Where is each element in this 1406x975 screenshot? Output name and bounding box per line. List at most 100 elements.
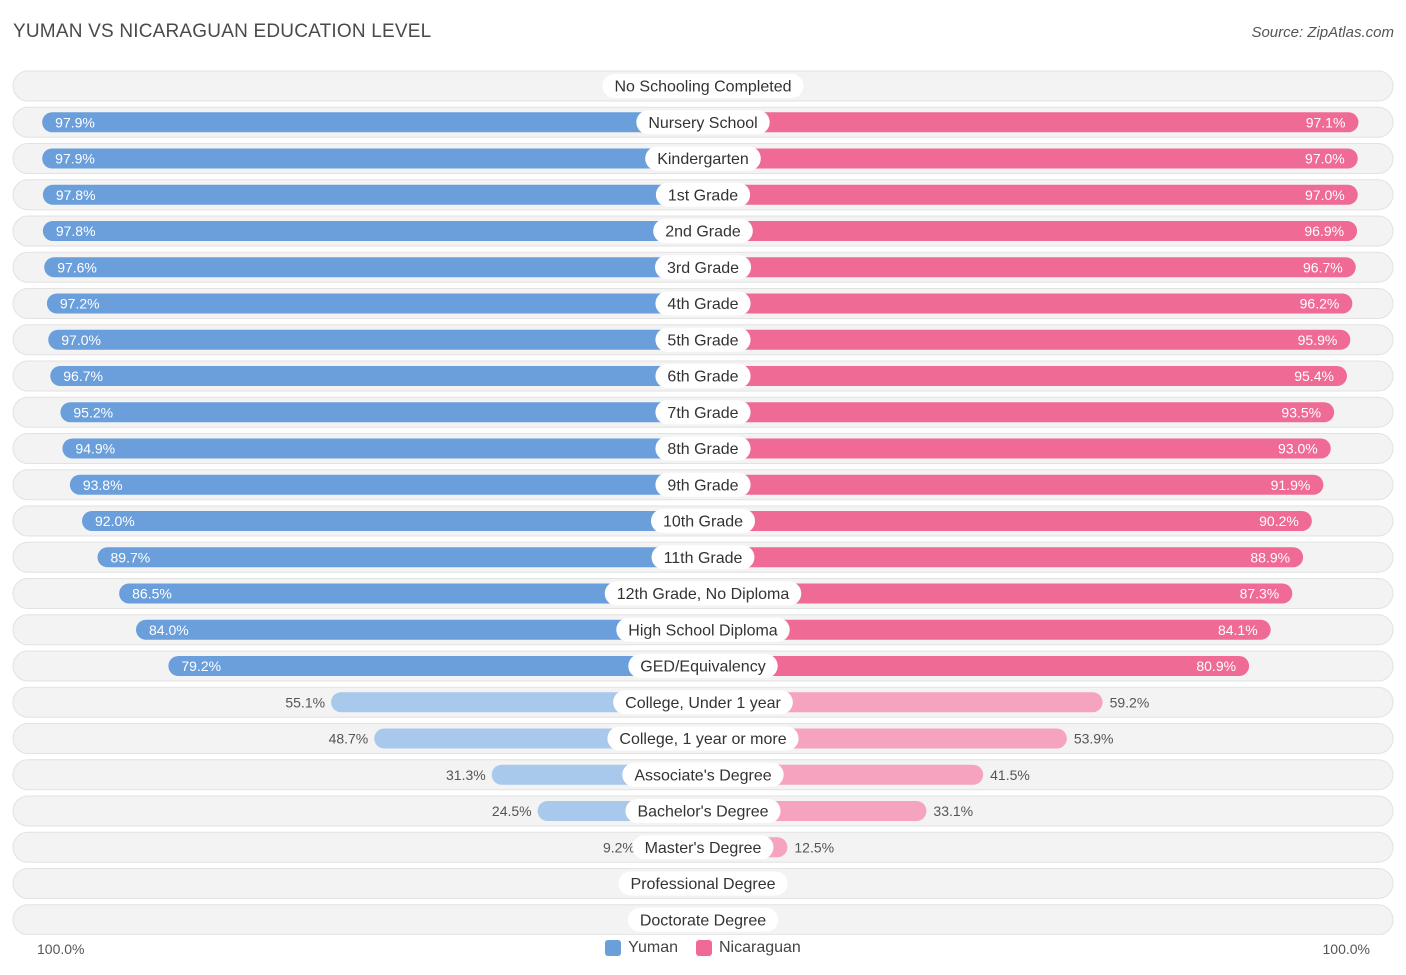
value-label-nicaraguan: 96.9%: [1304, 223, 1344, 239]
row-associate-s-degree: 31.3% 41.5% Associate's Degree: [12, 759, 1394, 791]
bar-yuman-8th-grade[interactable]: [62, 438, 704, 459]
bar-nicaraguan-12th-grade-no-diploma[interactable]: [703, 583, 1293, 604]
bar-nicaraguan-college-under-1-year[interactable]: [703, 692, 1103, 713]
value-label-nicaraguan: 90.2%: [1259, 513, 1299, 529]
category-pill: [655, 364, 751, 388]
bar-yuman-kindergarten[interactable]: [42, 148, 704, 169]
bar-yuman-ged-equivalency[interactable]: [168, 656, 703, 676]
value-label-yuman: 9.2%: [603, 839, 635, 855]
row-master-s-degree: 9.2% 12.5% Master's Degree: [12, 831, 1394, 863]
value-label-yuman: 97.9%: [55, 151, 95, 167]
value-label-yuman: 92.0%: [95, 513, 135, 529]
category-pill: [613, 690, 793, 715]
bar-nicaraguan-1st-grade[interactable]: [703, 184, 1358, 205]
bar-nicaraguan-9th-grade[interactable]: [703, 474, 1324, 495]
bar-nicaraguan-4th-grade[interactable]: [703, 293, 1353, 314]
value-label-yuman: 97.6%: [57, 259, 97, 275]
bar-nicaraguan-5th-grade[interactable]: [703, 329, 1351, 350]
legend-item-yuman[interactable]: Yuman: [605, 939, 678, 957]
row-ged-equivalency: 79.2% 80.9% GED/Equivalency: [12, 650, 1394, 682]
legend-label-yuman: Yuman: [628, 939, 678, 956]
bar-yuman-10th-grade[interactable]: [82, 511, 703, 531]
value-label-yuman: 97.9%: [55, 114, 95, 130]
value-label-yuman: 94.9%: [75, 441, 115, 457]
bar-yuman-college-under-1-year[interactable]: [331, 692, 703, 713]
bar-nicaraguan-10th-grade[interactable]: [703, 511, 1312, 531]
category-pill: [655, 472, 751, 497]
category-pill: [653, 219, 753, 243]
row-12th-grade-no-diploma: 86.5% 87.3% 12th Grade, No Diploma: [12, 578, 1394, 609]
value-label-nicaraguan: 95.9%: [1298, 332, 1338, 348]
bar-yuman-2nd-grade[interactable]: [42, 221, 704, 241]
bar-yuman-7th-grade[interactable]: [60, 402, 703, 423]
category-label-college-1-year-or-more: College, 1 year or more: [619, 731, 786, 748]
bar-nicaraguan-6th-grade[interactable]: [703, 366, 1347, 386]
value-label-yuman: 97.8%: [56, 223, 96, 239]
row-college-1-year-or-more: 48.7% 53.9% College, 1 year or more: [12, 723, 1394, 754]
bar-yuman-high-school-diploma[interactable]: [136, 619, 703, 640]
bar-yuman-12th-grade-no-diploma[interactable]: [119, 583, 703, 604]
bar-nicaraguan-2nd-grade[interactable]: [703, 221, 1358, 241]
legend-label-nicaraguan: Nicaraguan: [718, 939, 801, 956]
category-label-5th-grade: 5th Grade: [667, 332, 738, 349]
category-label-7th-grade: 7th Grade: [667, 405, 738, 422]
bar-yuman-11th-grade[interactable]: [97, 547, 703, 568]
bar-nicaraguan-nursery-school[interactable]: [703, 112, 1359, 133]
category-pill: [632, 835, 774, 860]
value-label-yuman: 97.0%: [61, 332, 101, 348]
category-pill: [622, 762, 784, 787]
bar-nicaraguan-3rd-grade[interactable]: [703, 257, 1356, 278]
row-5th-grade: 97.0% 95.9% 5th Grade: [12, 324, 1394, 356]
value-label-nicaraguan: 93.0%: [1278, 441, 1318, 457]
category-pill: [618, 871, 788, 896]
value-label-nicaraguan: 33.1%: [933, 803, 973, 819]
bar-yuman-4th-grade[interactable]: [46, 293, 703, 314]
category-label-associate-s-degree: Associate's Degree: [634, 767, 771, 784]
category-pill: [602, 74, 804, 98]
bar-yuman-5th-grade[interactable]: [48, 329, 703, 350]
category-label-12th-grade-no-diploma: 12th Grade, No Diploma: [617, 586, 790, 603]
category-pill: [636, 110, 770, 135]
row-bachelor-s-degree: 24.5% 33.1% Bachelor's Degree: [12, 795, 1394, 827]
bar-nicaraguan-kindergarten[interactable]: [703, 148, 1358, 169]
axis-right-label: 100.0%: [1322, 941, 1370, 957]
value-label-nicaraguan: 41.5%: [990, 767, 1030, 783]
category-pill: [628, 654, 778, 678]
row-professional-degree: 3.3%3.9%Professional Degree: [12, 868, 1394, 899]
value-label-nicaraguan: 80.9%: [1196, 658, 1236, 674]
category-pill: [655, 327, 751, 352]
bar-nicaraguan-high-school-diploma[interactable]: [703, 619, 1271, 640]
bar-yuman-1st-grade[interactable]: [42, 184, 704, 205]
category-label-bachelor-s-degree: Bachelor's Degree: [637, 804, 768, 821]
bar-yuman-9th-grade[interactable]: [69, 474, 704, 495]
bar-yuman-nursery-school[interactable]: [42, 112, 704, 133]
education-chart: 2.5%2.9%No Schooling Completed 97.9% 97.1%…: [12, 70, 1394, 935]
legend-item-nicaraguan[interactable]: Nicaraguan: [695, 939, 801, 957]
bar-nicaraguan-11th-grade[interactable]: [703, 547, 1304, 568]
category-label-6th-grade: 6th Grade: [667, 369, 738, 386]
category-label-nursery-school: Nursery School: [648, 115, 757, 132]
value-label-nicaraguan: 96.2%: [1300, 296, 1340, 312]
value-label-nicaraguan: 95.4%: [1294, 368, 1334, 384]
value-label-nicaraguan: 12.5%: [794, 839, 834, 855]
value-label-yuman: 55.1%: [285, 694, 325, 710]
category-pill: [651, 545, 755, 570]
bar-nicaraguan-7th-grade[interactable]: [703, 402, 1335, 423]
value-label-yuman: 24.5%: [492, 803, 532, 819]
value-label-yuman: 79.2%: [181, 658, 221, 674]
chart-title: YUMAN VS NICARAGUAN EDUCATION LEVEL: [13, 21, 432, 42]
category-label-kindergarten: Kindergarten: [657, 151, 749, 168]
value-label-yuman: 48.7%: [329, 731, 369, 747]
bar-nicaraguan-8th-grade[interactable]: [703, 438, 1331, 459]
bar-yuman-3rd-grade[interactable]: [44, 257, 703, 278]
category-label-4th-grade: 4th Grade: [667, 296, 738, 313]
category-pill: [627, 907, 779, 932]
value-label-nicaraguan: 87.3%: [1240, 586, 1280, 602]
category-pill: [625, 799, 781, 823]
bar-nicaraguan-ged-equivalency[interactable]: [703, 656, 1250, 676]
row-9th-grade: 93.8% 91.9% 9th Grade: [12, 469, 1394, 501]
category-label-high-school-diploma: High School Diploma: [628, 622, 778, 639]
source-note: Source: ZipAtlas.com: [1251, 24, 1394, 41]
bar-yuman-6th-grade[interactable]: [50, 366, 703, 386]
value-label-nicaraguan: 93.5%: [1281, 404, 1321, 420]
